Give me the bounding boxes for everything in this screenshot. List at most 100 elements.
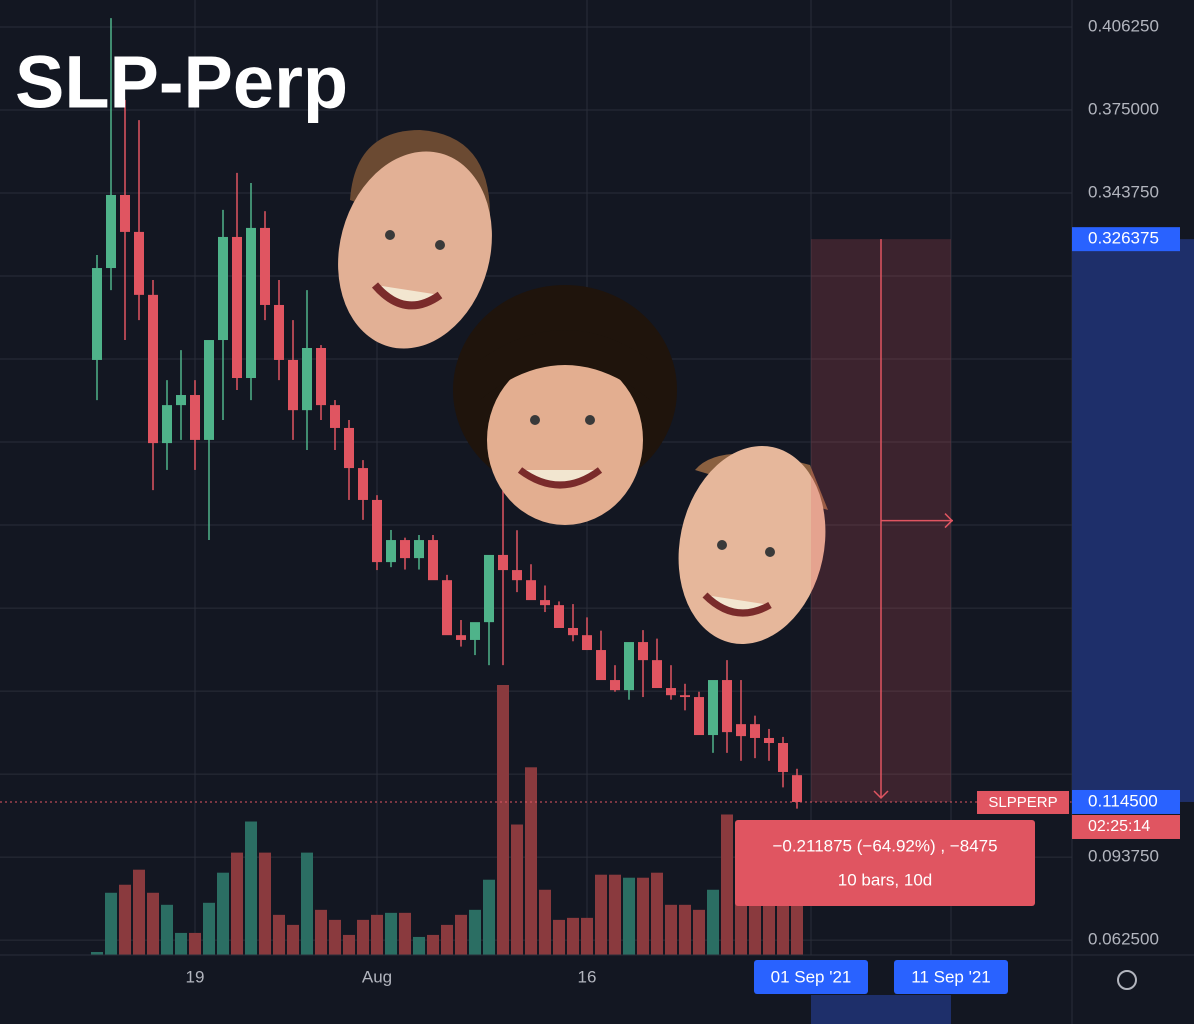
- candle-body: [246, 227, 256, 379]
- volume-bar: [777, 904, 789, 955]
- volume-bar: [721, 814, 733, 955]
- x-tick-label: Aug: [362, 967, 392, 986]
- measure-arrow-head: [944, 513, 954, 529]
- face: [678, 446, 828, 644]
- measure-arrow-head: [873, 790, 889, 800]
- candle-body: [92, 268, 102, 360]
- candle-body: [526, 580, 536, 601]
- volume-bar: [231, 852, 243, 955]
- candle-body: [792, 775, 802, 802]
- volume-bar: [553, 919, 565, 955]
- candle-body: [204, 340, 214, 440]
- candle-body: [610, 680, 620, 691]
- settings-icon[interactable]: [1117, 970, 1137, 990]
- y-tick-label: 0.343750: [1088, 182, 1159, 201]
- candle-body: [288, 359, 298, 411]
- y-tick-label: 0.093750: [1088, 847, 1159, 866]
- volume-bar: [651, 872, 663, 955]
- volume-bar: [147, 892, 159, 955]
- volume-bar: [707, 889, 719, 955]
- candle-body: [736, 724, 746, 737]
- candle-body: [218, 236, 228, 341]
- volume-bar: [217, 872, 229, 955]
- candle-body: [498, 554, 508, 571]
- volume-bar: [287, 924, 299, 955]
- volume-bar: [763, 894, 775, 955]
- last-price-label: 0.114500: [1088, 791, 1158, 810]
- x-tick-label: 19: [186, 967, 205, 986]
- countdown-tag: [1072, 814, 1180, 839]
- y-tick-label: 0.375000: [1088, 99, 1159, 118]
- candle-body: [750, 724, 760, 738]
- y-tick-label: 0.406250: [1088, 16, 1159, 35]
- measure-tool: −0.211875 (−64.92%) , −8475 10 bars, 10d: [735, 239, 1035, 906]
- countdown-label: 02:25:14: [1088, 818, 1150, 835]
- candle-body: [190, 395, 200, 440]
- candle-body: [134, 231, 144, 295]
- volume-bar: [245, 821, 257, 955]
- candle-body: [764, 737, 774, 744]
- volume-bar: [665, 904, 677, 955]
- volume-bar: [595, 874, 607, 955]
- candle-body: [470, 622, 480, 640]
- candle-body: [358, 468, 368, 500]
- volume-bar: [91, 951, 103, 955]
- candle-body: [722, 680, 732, 733]
- candle-body: [344, 427, 354, 469]
- candle-body: [120, 194, 130, 232]
- last-price-tag: [1072, 789, 1180, 814]
- candle-body: [386, 540, 396, 563]
- volume-bar: [637, 877, 649, 955]
- volume-bar: [483, 879, 495, 955]
- candle-body: [274, 304, 284, 360]
- measure-range: 10 bars, 10d: [838, 870, 933, 889]
- volume-bar: [105, 892, 117, 955]
- candle-body: [162, 405, 172, 444]
- candle-body: [638, 642, 648, 661]
- volume-bar: [259, 852, 271, 955]
- measure-change: −0.211875 (−64.92%) , −8475: [772, 836, 997, 855]
- faces: [338, 130, 828, 644]
- volume-bar: [385, 912, 397, 955]
- measure-top-tag: [1072, 227, 1180, 252]
- volume-pane: [91, 685, 803, 955]
- candle-body: [540, 600, 550, 606]
- candle-body: [708, 680, 718, 736]
- candle-body: [400, 540, 410, 559]
- volume-bar: [175, 932, 187, 955]
- volume-bar: [273, 914, 285, 955]
- volume-bar: [413, 936, 425, 955]
- volume-bar: [329, 919, 341, 955]
- volume-bar: [455, 914, 467, 955]
- volume-bar: [371, 914, 383, 955]
- candle-body: [680, 695, 690, 698]
- candle-body: [568, 627, 578, 636]
- candle-body: [372, 499, 382, 563]
- volume-bar: [315, 909, 327, 955]
- symbol-label: SLPPERP: [988, 794, 1057, 811]
- candle-body: [106, 194, 116, 269]
- volume-bar: [609, 874, 621, 955]
- x-tick-highlight: [754, 960, 868, 994]
- x-tick-label: 16: [578, 967, 597, 986]
- face: [338, 130, 492, 349]
- volume-bar: [203, 902, 215, 955]
- volume-bar: [119, 884, 131, 955]
- x-tick-label: 01 Sep '21: [771, 967, 852, 986]
- measure-info-box: [735, 820, 1035, 906]
- candle-body: [652, 660, 662, 689]
- volume-bar: [189, 932, 201, 955]
- candle-body: [232, 236, 242, 379]
- candle-body: [176, 395, 186, 406]
- volume-bar: [441, 924, 453, 955]
- candle-body: [582, 635, 592, 651]
- candle-body: [302, 347, 312, 411]
- candles: [0, 18, 1072, 809]
- candle-body: [512, 570, 522, 581]
- volume-bar: [511, 824, 523, 955]
- candle-body: [316, 347, 326, 406]
- candle-body: [414, 540, 424, 559]
- candle-body: [148, 294, 158, 444]
- volume-bar: [133, 869, 145, 955]
- candle-body: [666, 688, 676, 696]
